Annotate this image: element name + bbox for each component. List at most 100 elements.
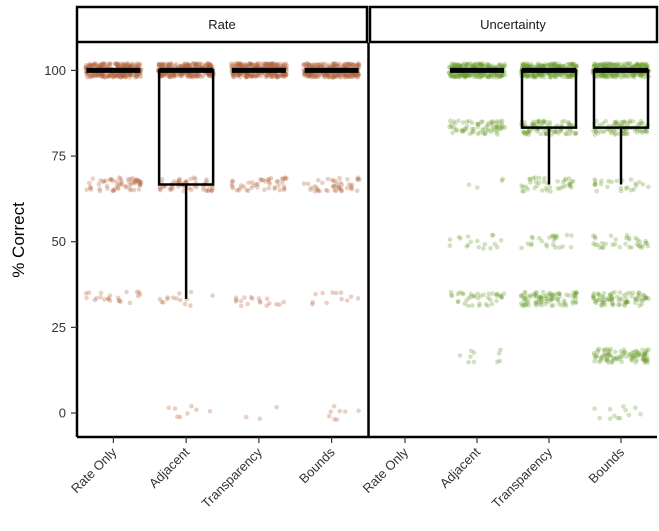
data-point [460, 73, 465, 79]
data-point [278, 61, 284, 67]
data-point [233, 295, 239, 301]
data-point [196, 63, 202, 68]
data-point [598, 62, 603, 67]
data-point [344, 185, 350, 191]
data-point [249, 74, 254, 79]
data-point [448, 72, 454, 78]
data-point [457, 74, 463, 80]
data-point [569, 179, 574, 184]
data-point [592, 64, 598, 69]
data-point [475, 63, 481, 68]
data-point [308, 72, 313, 77]
data-point [118, 176, 123, 182]
data-point [189, 403, 194, 409]
data-point [91, 72, 96, 78]
data-point [627, 352, 633, 357]
data-point [87, 180, 92, 186]
data-point [230, 185, 236, 191]
data-point [546, 299, 551, 304]
data-point [322, 61, 328, 67]
data-point [625, 121, 631, 126]
data-point [116, 186, 121, 191]
data-point [624, 299, 629, 305]
data-point [137, 180, 143, 186]
data-point [557, 61, 562, 67]
data-point [275, 74, 280, 80]
data-point [481, 63, 486, 68]
data-point [186, 71, 191, 77]
data-point [184, 72, 189, 78]
data-point [622, 303, 628, 309]
data-point [557, 186, 563, 191]
data-point [160, 185, 165, 190]
data-point [347, 63, 352, 69]
data-point [635, 61, 640, 67]
data-point [569, 185, 574, 190]
data-point [591, 293, 596, 298]
data-point [94, 72, 100, 77]
data-point [498, 347, 503, 353]
data-point [344, 72, 349, 78]
data-point [136, 187, 142, 192]
data-point [534, 62, 540, 68]
data-point [340, 72, 346, 77]
data-point [636, 353, 641, 358]
data-point [524, 129, 530, 135]
data-point [548, 72, 553, 77]
data-point [609, 73, 614, 78]
data-point [541, 119, 546, 124]
data-point [471, 64, 476, 69]
data-point [476, 122, 481, 127]
data-point [275, 73, 280, 79]
data-point [355, 176, 360, 182]
data-point [634, 62, 640, 67]
data-point [604, 346, 610, 352]
data-point [540, 72, 546, 77]
data-point [603, 63, 609, 69]
data-point [189, 72, 194, 77]
data-point [525, 74, 531, 79]
data-point [114, 183, 120, 188]
data-point [137, 183, 143, 188]
data-point [606, 178, 611, 184]
data-point [100, 72, 105, 78]
data-point [255, 72, 261, 78]
data-point [322, 74, 327, 80]
data-point [537, 301, 542, 307]
data-point [550, 234, 556, 239]
data-point [603, 64, 608, 69]
data-point [160, 73, 165, 79]
data-point [189, 187, 194, 193]
data-point [244, 187, 249, 193]
data-point [120, 62, 125, 67]
data-point [641, 61, 646, 67]
data-point [595, 62, 600, 67]
data-point [331, 61, 337, 66]
data-point [602, 352, 608, 358]
data-point [555, 72, 561, 77]
data-point [557, 72, 563, 77]
data-point [239, 63, 244, 68]
data-point [231, 74, 237, 79]
data-point [606, 61, 612, 67]
data-point [542, 74, 547, 80]
data-point [539, 296, 545, 302]
data-point [539, 299, 544, 305]
data-point [611, 62, 616, 68]
data-point [546, 62, 552, 68]
data-point [485, 303, 491, 309]
data-point [129, 72, 135, 78]
data-point [452, 74, 457, 80]
data-point [461, 128, 467, 134]
data-point [177, 176, 183, 182]
data-point [186, 62, 192, 67]
data-point [127, 75, 133, 80]
data-point [469, 303, 475, 308]
data-point [205, 63, 210, 68]
data-point [497, 64, 503, 69]
data-point [167, 74, 173, 79]
data-point [86, 290, 92, 296]
data-point [550, 303, 556, 308]
data-point [643, 295, 649, 301]
data-point [137, 62, 142, 68]
